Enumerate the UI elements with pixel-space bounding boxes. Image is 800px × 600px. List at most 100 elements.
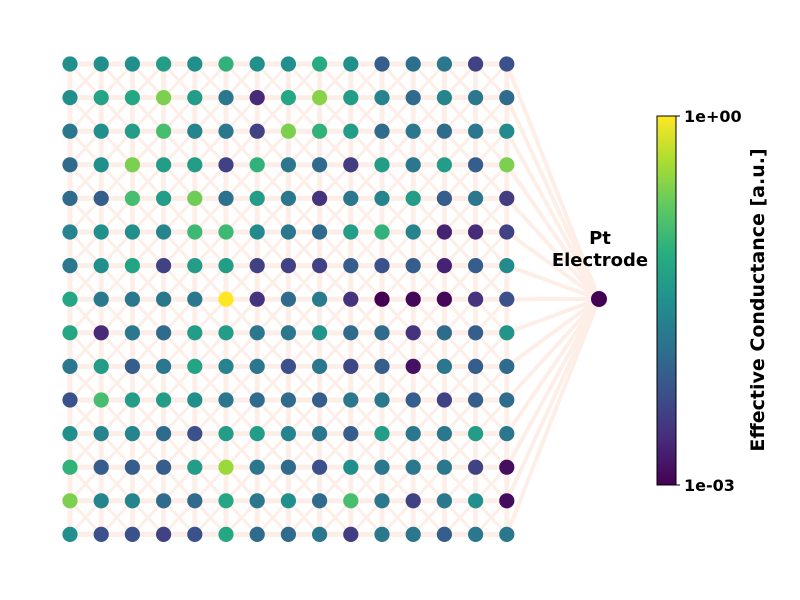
network-edge — [193, 365, 228, 402]
electrode-edge — [504, 298, 601, 536]
network-node — [93, 493, 109, 509]
network-node — [249, 493, 265, 509]
network-node — [62, 190, 78, 206]
network-node — [374, 56, 390, 72]
network-edge — [131, 432, 165, 469]
network-node — [468, 526, 484, 543]
network-edge — [100, 365, 134, 402]
network-node — [124, 56, 140, 72]
network-edge — [349, 264, 384, 301]
network-edge — [100, 331, 134, 368]
network-node — [436, 258, 452, 274]
network-edge — [100, 264, 134, 301]
network-edge — [256, 163, 290, 200]
network-node — [436, 526, 452, 543]
network-node — [405, 291, 421, 307]
network-node — [249, 258, 265, 274]
network-node — [343, 392, 359, 408]
network-edge — [100, 163, 134, 200]
network-node — [156, 392, 172, 408]
network-edge — [474, 62, 508, 99]
network-node — [468, 258, 484, 274]
network-node — [312, 493, 328, 509]
colorbar: 1e+00 1e-03 Effective Conductance [a.u.] — [656, 107, 769, 495]
network-edge — [412, 499, 446, 536]
network-edge — [68, 398, 103, 435]
network-edge — [318, 365, 352, 402]
network-node — [499, 190, 515, 206]
network-node — [343, 90, 359, 106]
network-node — [218, 459, 234, 475]
network-edge — [412, 298, 446, 334]
network-edge — [162, 230, 196, 267]
network-edge — [162, 163, 196, 200]
network-edge — [287, 398, 321, 435]
electrode-edge — [504, 298, 601, 502]
network-edge — [100, 466, 134, 502]
network-node — [187, 493, 203, 509]
network-node — [249, 526, 265, 543]
network-node — [374, 258, 390, 274]
network-edge — [380, 466, 415, 502]
network-node — [187, 325, 203, 341]
network-node — [124, 426, 140, 442]
network-edge — [100, 197, 134, 234]
network-node — [124, 526, 140, 543]
network-node — [499, 493, 515, 509]
network-edge — [162, 298, 196, 334]
network-node — [62, 325, 78, 341]
network-edge — [380, 331, 415, 368]
network-node — [436, 190, 452, 206]
network-edge — [68, 62, 103, 99]
network-node — [187, 224, 203, 240]
network-node — [405, 90, 421, 106]
network-edge — [474, 398, 508, 435]
network-node — [436, 224, 452, 240]
network-edge — [256, 230, 290, 267]
network-edge — [380, 96, 415, 133]
network-edge — [193, 62, 228, 99]
electrode-edges — [504, 63, 601, 536]
network-node — [62, 426, 78, 442]
network-node — [280, 258, 296, 274]
network-edge — [256, 365, 290, 402]
network-edge — [380, 264, 415, 301]
electrode-edge — [505, 230, 601, 301]
network-node — [374, 325, 390, 341]
network-edge — [193, 499, 228, 536]
electrode-edge — [504, 96, 601, 300]
network-node — [343, 157, 359, 173]
network-node — [405, 190, 421, 206]
network-edge — [68, 466, 103, 502]
network-node — [343, 224, 359, 240]
network-edge — [380, 197, 415, 234]
network-edge — [380, 230, 415, 267]
network-edge — [287, 432, 321, 469]
network-edge — [318, 298, 352, 334]
network-node — [374, 291, 390, 307]
network-edge — [474, 331, 508, 368]
network-node — [312, 190, 328, 206]
network-edge — [318, 398, 352, 435]
network-node — [312, 426, 328, 442]
network-node — [468, 493, 484, 509]
network-edge — [100, 432, 134, 469]
network-node — [405, 325, 421, 341]
network-node — [468, 325, 484, 341]
network-edge — [443, 96, 477, 133]
network-edge — [100, 130, 134, 166]
network-node — [156, 224, 172, 240]
network-node — [374, 224, 390, 240]
network-node — [405, 123, 421, 139]
electrode-edge — [505, 298, 601, 469]
network-edge — [193, 230, 228, 267]
network-node — [436, 392, 452, 408]
network-node — [218, 358, 234, 374]
network-node — [499, 358, 515, 374]
network-node — [187, 258, 203, 274]
network-node — [468, 56, 484, 72]
network-node — [62, 258, 78, 274]
network-edge — [318, 432, 352, 469]
network-edge — [224, 398, 259, 435]
network-edge — [412, 331, 446, 368]
